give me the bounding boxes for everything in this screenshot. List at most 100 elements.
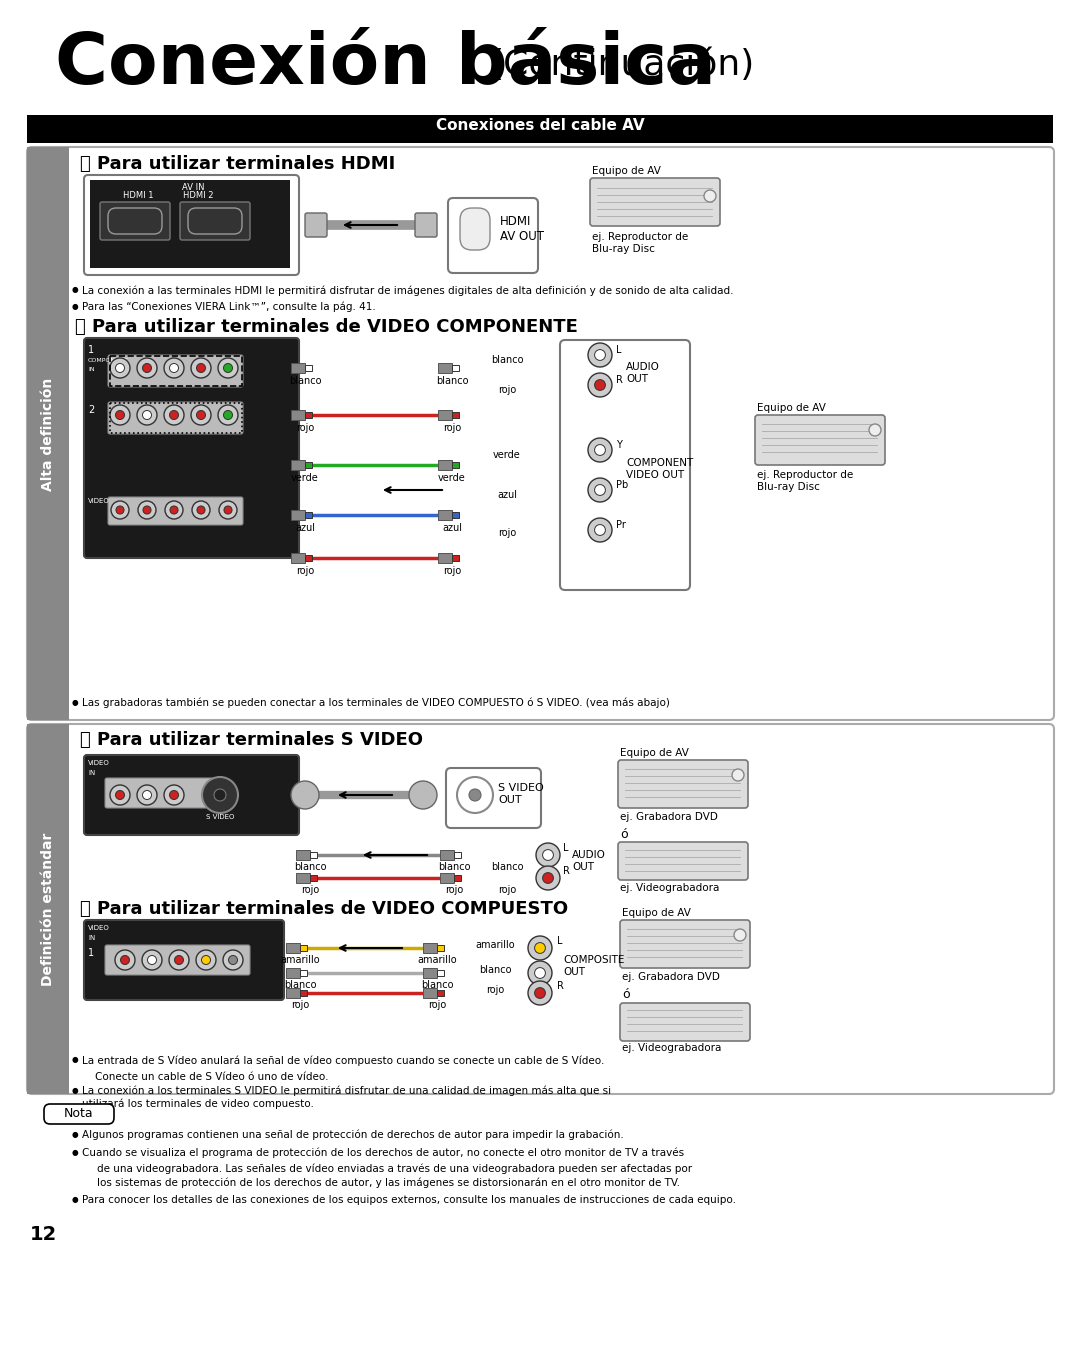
Text: ej. Grabadora DVD: ej. Grabadora DVD bbox=[620, 812, 718, 822]
Text: blanco: blanco bbox=[421, 980, 454, 990]
Circle shape bbox=[588, 373, 612, 397]
Circle shape bbox=[224, 410, 232, 420]
Circle shape bbox=[528, 961, 552, 985]
Circle shape bbox=[202, 777, 238, 812]
Bar bbox=[27, 724, 69, 1094]
Text: HDMI 1: HDMI 1 bbox=[123, 191, 153, 200]
Circle shape bbox=[528, 981, 552, 1005]
Bar bbox=[437, 970, 444, 976]
Bar bbox=[291, 553, 305, 563]
Bar bbox=[286, 968, 300, 979]
Circle shape bbox=[116, 791, 124, 800]
Bar bbox=[291, 363, 305, 373]
Bar bbox=[453, 412, 459, 418]
Text: R: R bbox=[563, 866, 570, 876]
Circle shape bbox=[197, 410, 205, 420]
Circle shape bbox=[214, 789, 226, 801]
Circle shape bbox=[595, 525, 606, 536]
FancyBboxPatch shape bbox=[105, 945, 249, 975]
Circle shape bbox=[148, 955, 157, 965]
Circle shape bbox=[595, 444, 606, 455]
Circle shape bbox=[229, 955, 238, 965]
Text: rojo: rojo bbox=[498, 885, 516, 895]
FancyBboxPatch shape bbox=[84, 920, 284, 1000]
Text: 1: 1 bbox=[87, 345, 94, 354]
Bar bbox=[310, 852, 318, 857]
Text: La conexión a las terminales HDMI le permitirá disfrutar de imágenes digitales d: La conexión a las terminales HDMI le per… bbox=[82, 285, 733, 296]
Text: Equipo de AV: Equipo de AV bbox=[757, 403, 826, 413]
Bar bbox=[300, 970, 307, 976]
Text: verde: verde bbox=[438, 473, 465, 483]
Circle shape bbox=[202, 955, 211, 965]
Text: Equipo de AV: Equipo de AV bbox=[592, 166, 661, 176]
Circle shape bbox=[588, 343, 612, 367]
Circle shape bbox=[110, 405, 130, 425]
Circle shape bbox=[704, 189, 716, 202]
Text: Y: Y bbox=[616, 440, 622, 450]
Text: ●: ● bbox=[72, 285, 79, 294]
Circle shape bbox=[195, 950, 216, 970]
Text: 2: 2 bbox=[87, 405, 94, 414]
Text: Conexión básica: Conexión básica bbox=[55, 30, 716, 99]
FancyBboxPatch shape bbox=[590, 179, 720, 226]
Text: rojo: rojo bbox=[296, 566, 314, 577]
Bar bbox=[438, 459, 453, 470]
Text: Conecte un cable de S Vídeo ó uno de vídeo.: Conecte un cable de S Vídeo ó uno de víd… bbox=[95, 1073, 328, 1082]
Circle shape bbox=[588, 478, 612, 502]
Text: amarillo: amarillo bbox=[475, 940, 515, 950]
Text: blanco: blanco bbox=[288, 376, 321, 386]
Text: Conexiones del cable AV: Conexiones del cable AV bbox=[435, 119, 645, 134]
Text: R: R bbox=[557, 981, 564, 991]
Bar bbox=[437, 990, 444, 996]
Bar bbox=[296, 872, 310, 883]
Text: Cuando se visualiza el programa de protección de los derechos de autor, no conec: Cuando se visualiza el programa de prote… bbox=[82, 1148, 684, 1159]
Bar bbox=[291, 510, 305, 521]
Bar bbox=[286, 988, 300, 998]
Text: VIDEO: VIDEO bbox=[87, 761, 110, 766]
Circle shape bbox=[197, 364, 205, 372]
Circle shape bbox=[143, 791, 151, 800]
Bar bbox=[110, 356, 242, 386]
Circle shape bbox=[116, 506, 124, 514]
Circle shape bbox=[121, 955, 130, 965]
Text: IN: IN bbox=[87, 367, 95, 372]
Text: 1: 1 bbox=[87, 949, 94, 958]
Text: Ⓓ Para utilizar terminales de VIDEO COMPUESTO: Ⓓ Para utilizar terminales de VIDEO COMP… bbox=[80, 900, 568, 919]
Text: HDMI
AV OUT: HDMI AV OUT bbox=[500, 215, 544, 243]
Circle shape bbox=[116, 364, 124, 372]
Text: Equipo de AV: Equipo de AV bbox=[620, 748, 689, 758]
FancyBboxPatch shape bbox=[108, 402, 243, 433]
Text: rojo: rojo bbox=[443, 566, 461, 577]
Circle shape bbox=[869, 424, 881, 436]
Circle shape bbox=[224, 364, 232, 372]
FancyBboxPatch shape bbox=[305, 213, 327, 237]
Text: ●: ● bbox=[72, 1055, 79, 1065]
FancyBboxPatch shape bbox=[415, 213, 437, 237]
Text: ●: ● bbox=[72, 698, 79, 707]
Text: Algunos programas contienen una señal de protección de derechos de autor para im: Algunos programas contienen una señal de… bbox=[82, 1130, 624, 1141]
Text: L: L bbox=[557, 936, 563, 946]
Text: ●: ● bbox=[72, 1195, 79, 1204]
Text: rojo: rojo bbox=[443, 423, 461, 433]
Text: Para conocer los detalles de las conexiones de los equipos externos, consulte lo: Para conocer los detalles de las conexio… bbox=[82, 1195, 735, 1205]
Bar bbox=[453, 512, 459, 518]
Circle shape bbox=[164, 785, 184, 806]
Circle shape bbox=[165, 502, 183, 519]
Text: blanco: blanco bbox=[478, 965, 511, 975]
Bar bbox=[90, 180, 291, 269]
Text: rojo: rojo bbox=[486, 985, 504, 995]
Circle shape bbox=[528, 936, 552, 960]
Circle shape bbox=[218, 358, 238, 378]
Bar bbox=[305, 365, 312, 371]
Bar bbox=[291, 410, 305, 420]
Circle shape bbox=[143, 364, 151, 372]
Bar bbox=[440, 851, 454, 860]
Text: blanco: blanco bbox=[437, 861, 470, 872]
Text: Definición estándar: Definición estándar bbox=[41, 833, 55, 985]
Circle shape bbox=[535, 988, 545, 999]
FancyBboxPatch shape bbox=[755, 414, 885, 465]
Bar bbox=[454, 875, 461, 880]
FancyBboxPatch shape bbox=[561, 339, 690, 590]
Text: blanco: blanco bbox=[435, 376, 469, 386]
FancyBboxPatch shape bbox=[180, 202, 249, 240]
